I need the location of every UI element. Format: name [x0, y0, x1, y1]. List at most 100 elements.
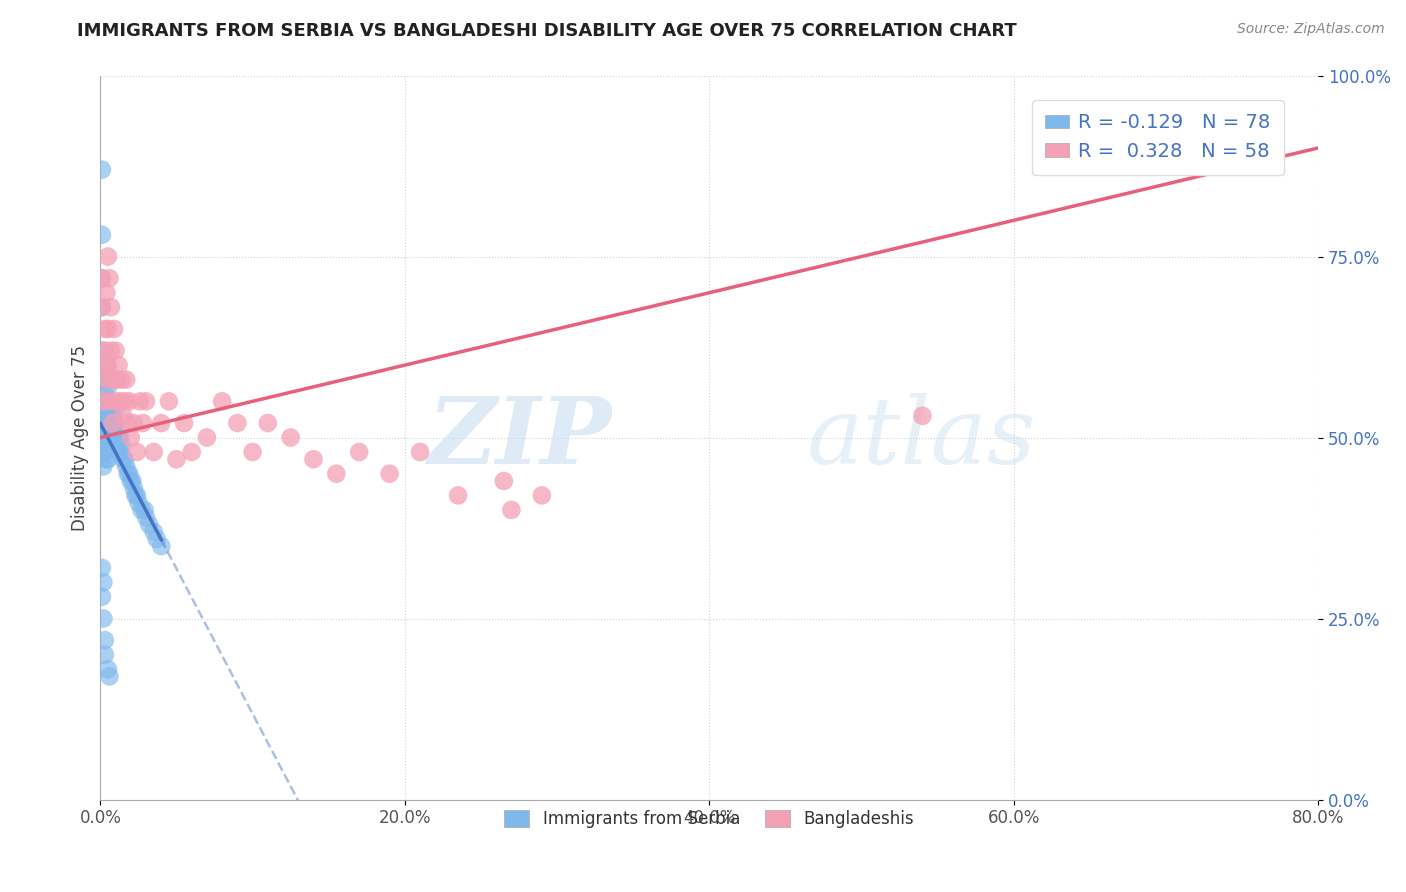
Point: [97, 394, 120, 409]
Point: [101, 409, 124, 423]
Point: [90, 227, 112, 242]
Point: [302, 452, 325, 467]
Point: [100, 343, 122, 358]
Point: [114, 394, 136, 409]
Point: [93, 611, 115, 625]
Point: [94, 343, 117, 358]
Point: [93, 358, 115, 372]
Point: [101, 423, 124, 437]
Point: [97, 358, 120, 372]
Point: [93, 394, 115, 409]
Point: [90, 300, 112, 314]
Point: [90, 271, 112, 285]
Point: [90, 590, 112, 604]
Point: [93, 416, 115, 430]
Point: [117, 416, 139, 430]
Point: [97, 409, 120, 423]
Point: [157, 394, 180, 409]
Point: [93, 445, 115, 459]
Point: [105, 438, 128, 452]
Point: [93, 394, 115, 409]
Point: [96, 438, 118, 452]
Point: [501, 503, 523, 517]
Point: [142, 445, 165, 459]
Point: [111, 373, 134, 387]
Point: [121, 474, 143, 488]
Point: [125, 445, 148, 459]
Point: [107, 358, 129, 372]
Point: [96, 358, 118, 372]
Point: [94, 401, 117, 416]
Point: [409, 445, 432, 459]
Point: [96, 423, 118, 437]
Point: [150, 416, 173, 430]
Point: [98, 423, 121, 437]
Point: [94, 633, 117, 648]
Point: [492, 474, 515, 488]
Text: Source: ZipAtlas.com: Source: ZipAtlas.com: [1237, 22, 1385, 37]
Point: [103, 416, 125, 430]
Point: [93, 575, 115, 590]
Point: [103, 430, 125, 444]
Point: [108, 394, 131, 409]
Point: [166, 452, 188, 467]
Point: [103, 373, 125, 387]
Text: ZIP: ZIP: [427, 392, 612, 483]
Point: [104, 430, 127, 444]
Point: [94, 648, 117, 662]
Point: [90, 162, 112, 177]
Point: [93, 373, 115, 387]
Point: [93, 459, 115, 474]
Point: [911, 409, 934, 423]
Point: [280, 430, 302, 444]
Point: [94, 373, 117, 387]
Point: [347, 445, 370, 459]
Point: [98, 394, 121, 409]
Point: [104, 401, 127, 416]
Point: [135, 394, 157, 409]
Point: [105, 373, 128, 387]
Point: [94, 322, 117, 336]
Text: atlas: atlas: [807, 392, 1036, 483]
Point: [97, 423, 120, 437]
Point: [101, 373, 124, 387]
Point: [94, 430, 117, 444]
Point: [325, 467, 347, 481]
Point: [122, 416, 145, 430]
Point: [108, 430, 131, 444]
Point: [127, 496, 149, 510]
Point: [145, 532, 167, 546]
Point: [117, 467, 139, 481]
Point: [180, 445, 202, 459]
Point: [112, 409, 135, 423]
Point: [94, 387, 117, 401]
Point: [226, 416, 249, 430]
Point: [98, 438, 121, 452]
Point: [124, 488, 146, 502]
Point: [447, 488, 470, 502]
Point: [108, 445, 131, 459]
Point: [104, 394, 127, 409]
Point: [97, 438, 120, 452]
Point: [97, 322, 120, 336]
Point: [96, 409, 118, 423]
Point: [90, 561, 112, 575]
Point: [129, 394, 152, 409]
Point: [173, 416, 195, 430]
Point: [96, 373, 118, 387]
Point: [96, 285, 118, 300]
Point: [112, 452, 135, 467]
Point: [98, 409, 121, 423]
Point: [195, 430, 218, 444]
Point: [134, 503, 156, 517]
Point: [100, 416, 122, 430]
Point: [115, 459, 138, 474]
Point: [93, 430, 115, 444]
Text: IMMIGRANTS FROM SERBIA VS BANGLADESHI DISABILITY AGE OVER 75 CORRELATION CHART: IMMIGRANTS FROM SERBIA VS BANGLADESHI DI…: [77, 22, 1017, 40]
Point: [142, 524, 165, 539]
Point: [135, 510, 157, 524]
Point: [378, 467, 401, 481]
Point: [101, 438, 124, 452]
Point: [132, 416, 155, 430]
Point: [94, 416, 117, 430]
